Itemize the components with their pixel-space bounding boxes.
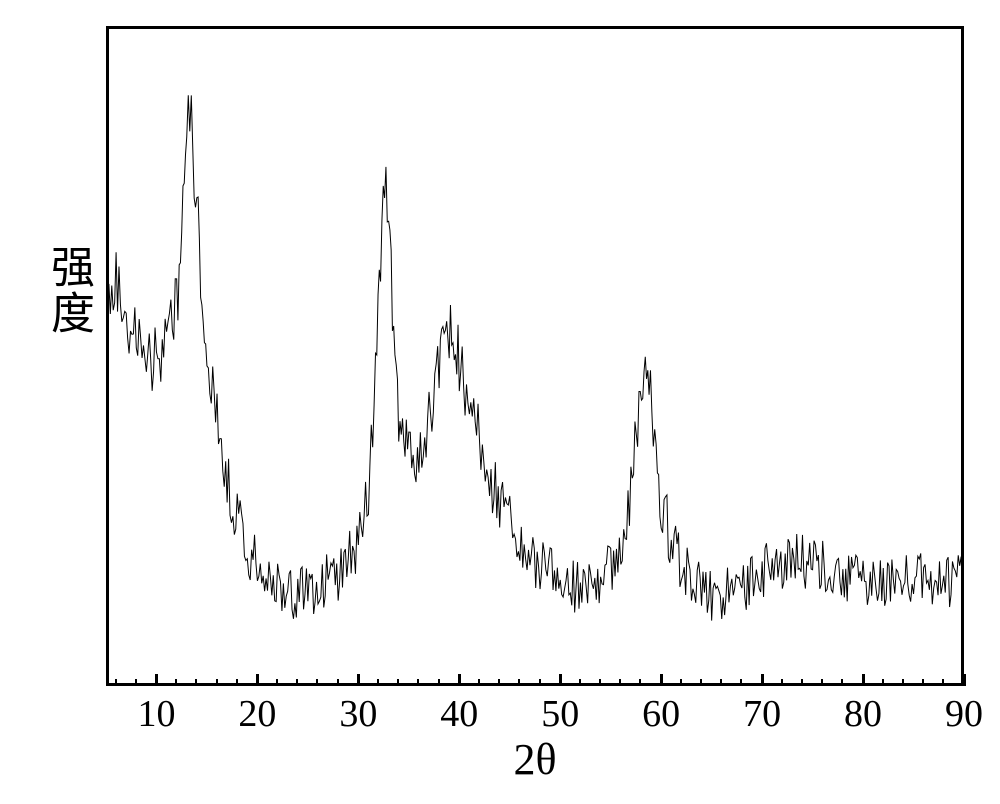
x-major-tick	[357, 674, 360, 686]
x-major-tick	[963, 674, 966, 686]
x-minor-tick	[438, 679, 440, 686]
x-minor-tick	[680, 679, 682, 686]
x-minor-tick	[337, 679, 339, 686]
x-minor-tick	[135, 679, 137, 686]
x-minor-tick	[518, 679, 520, 686]
x-minor-tick	[882, 679, 884, 686]
x-minor-tick	[175, 679, 177, 686]
x-minor-tick	[841, 679, 843, 686]
x-minor-tick	[821, 679, 823, 686]
x-minor-tick	[781, 679, 783, 686]
x-minor-tick	[942, 679, 944, 686]
x-minor-tick	[700, 679, 702, 686]
x-major-tick	[761, 674, 764, 686]
xrd-trace	[106, 95, 964, 620]
x-minor-tick	[720, 679, 722, 686]
y-axis-label: 强度	[36, 244, 100, 336]
x-tick-label: 50	[541, 692, 579, 736]
x-minor-tick	[316, 679, 318, 686]
x-minor-tick	[599, 679, 601, 686]
x-minor-tick	[216, 679, 218, 686]
x-minor-tick	[539, 679, 541, 686]
x-major-tick	[559, 674, 562, 686]
x-tick-label: 10	[137, 692, 175, 736]
x-minor-tick	[417, 679, 419, 686]
x-tick-label: 20	[238, 692, 276, 736]
x-major-tick	[862, 674, 865, 686]
x-minor-tick	[619, 679, 621, 686]
x-minor-tick	[579, 679, 581, 686]
x-minor-tick	[639, 679, 641, 686]
x-minor-tick	[740, 679, 742, 686]
x-minor-tick	[498, 679, 500, 686]
plot-area	[106, 26, 964, 686]
x-minor-tick	[276, 679, 278, 686]
x-minor-tick	[397, 679, 399, 686]
x-tick-label: 30	[339, 692, 377, 736]
x-tick-label: 90	[945, 692, 983, 736]
x-tick-label: 70	[743, 692, 781, 736]
x-major-tick	[458, 674, 461, 686]
x-minor-tick	[902, 679, 904, 686]
x-minor-tick	[922, 679, 924, 686]
x-major-tick	[660, 674, 663, 686]
xrd-line-series	[106, 26, 964, 686]
x-minor-tick	[195, 679, 197, 686]
x-axis-label: 2θ	[513, 734, 556, 785]
x-minor-tick	[115, 679, 117, 686]
x-tick-label: 60	[642, 692, 680, 736]
x-minor-tick	[478, 679, 480, 686]
figure: 10 20 30 40 50 60 70 80 90 2θ 强度	[0, 0, 1000, 804]
x-tick-label: 80	[844, 692, 882, 736]
x-minor-tick	[377, 679, 379, 686]
x-major-tick	[155, 674, 158, 686]
x-major-tick	[256, 674, 259, 686]
x-minor-tick	[296, 679, 298, 686]
x-minor-tick	[801, 679, 803, 686]
x-tick-label: 40	[440, 692, 478, 736]
x-minor-tick	[236, 679, 238, 686]
